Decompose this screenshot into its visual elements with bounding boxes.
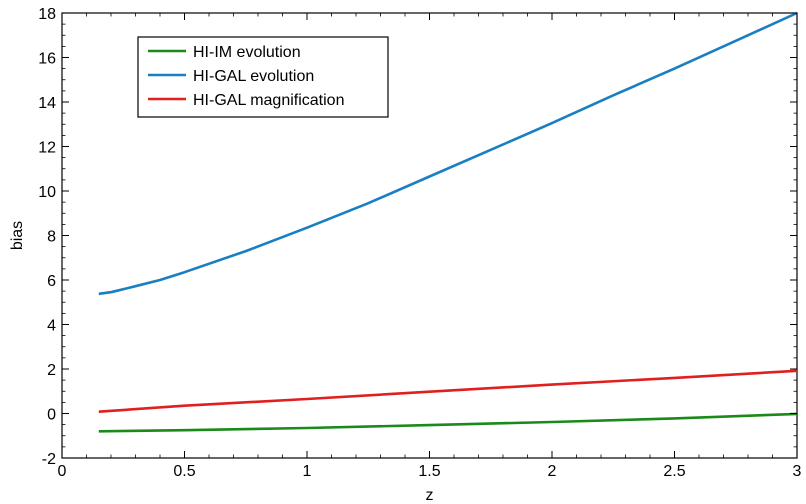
legend: HI-IM evolution HI-GAL evolution HI-GAL ma… [137,36,389,118]
y-tick-label: 14 [38,95,56,112]
x-tick-label: 0.5 [173,463,195,480]
y-tick-label: 16 [38,51,56,68]
y-tick-label: 6 [47,273,56,290]
y-tick-label: -2 [42,451,56,468]
x-tick-label: 3 [793,463,802,480]
legend-label-3: HI-GAL magnification [193,92,344,109]
y-tick-label: 10 [38,184,56,201]
x-tick-label: 2 [548,463,557,480]
x-tick-label: 1 [303,463,312,480]
series-line-1 [98,412,798,433]
x-tick-label: 2.5 [663,463,685,480]
x-axis-title: z [426,487,434,504]
legend-label-1: HI-IM evolution [193,44,301,61]
legend-label-2: HI-GAL evolution [193,68,314,85]
series-line-3 [98,369,798,413]
y-tick-label: 2 [47,362,56,379]
y-tick-label: 18 [38,6,56,23]
y-axis-title: bias [9,221,26,250]
series-line-2 [98,11,798,296]
series-layer [98,11,798,433]
y-tick-label: 4 [47,318,56,335]
x-tick-label: 1.5 [418,463,440,480]
y-tick-label: 12 [38,140,56,157]
y-tick-label: 8 [47,229,56,246]
x-tick-label: 0 [58,463,67,480]
y-tick-label: 0 [47,407,56,424]
